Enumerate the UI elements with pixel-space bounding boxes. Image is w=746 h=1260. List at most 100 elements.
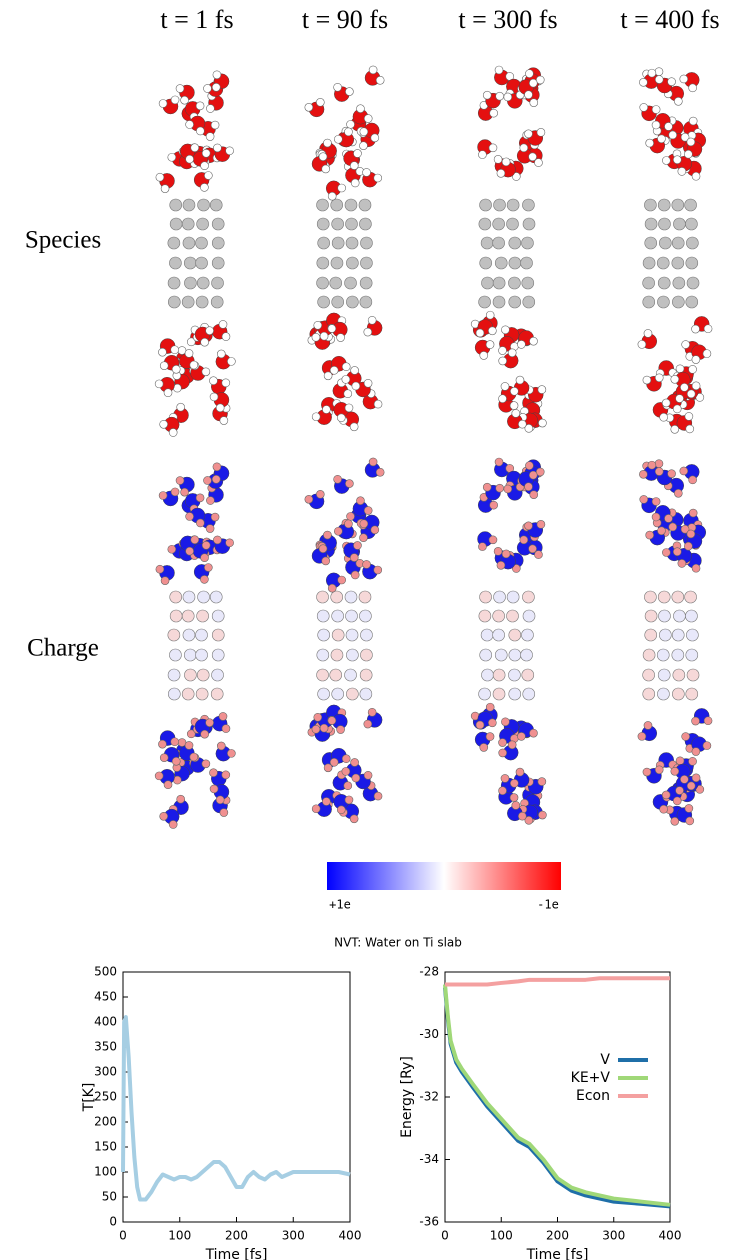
hydrogen: [534, 159, 542, 167]
hydrogen: [220, 417, 228, 425]
metal-atom: [686, 237, 698, 249]
hydrogen: [206, 105, 214, 113]
hydrogen: [537, 128, 545, 136]
y-tick-label: -30: [419, 1027, 439, 1041]
hydrogen: [662, 157, 670, 165]
hydrogen: [664, 514, 672, 522]
hydrogen: [692, 717, 700, 725]
metal-atom: [645, 629, 657, 641]
hydrogen: [201, 162, 209, 170]
metal-atom: [522, 199, 534, 211]
metal-atom: [658, 218, 670, 230]
hydrogen: [360, 520, 368, 528]
hydrogen: [364, 507, 372, 515]
hydrogen: [337, 806, 345, 814]
hydrogen: [674, 97, 682, 105]
hydrogen: [171, 346, 179, 354]
y-tick-label: 350: [94, 1040, 117, 1054]
hydrogen: [652, 497, 660, 505]
hydrogen: [356, 497, 364, 505]
metal-atom: [184, 649, 196, 661]
hydrogen: [345, 404, 353, 412]
metal-atom: [359, 591, 371, 603]
metal-atom: [685, 610, 697, 622]
hydrogen: [538, 386, 546, 394]
hydrogen: [342, 375, 350, 383]
hydrogen: [638, 732, 646, 740]
metal-atom: [685, 199, 697, 211]
hydrogen: [209, 377, 217, 385]
hydrogen: [673, 405, 681, 413]
hydrogen: [530, 99, 538, 107]
hydrogen: [344, 128, 352, 136]
hydrogen: [638, 340, 646, 348]
hydrogen: [316, 98, 324, 106]
hydrogen: [226, 539, 234, 547]
y-tick-label: 300: [94, 1065, 117, 1079]
hydrogen: [646, 139, 654, 147]
hydrogen: [517, 340, 525, 348]
hydrogen: [520, 144, 528, 152]
hydrogen: [529, 471, 537, 479]
legend-label: KE+V: [571, 1070, 611, 1086]
hydrogen: [497, 561, 505, 569]
metal-atom: [493, 610, 505, 622]
hydrogen: [353, 149, 361, 157]
metal-atom: [521, 649, 533, 661]
hydrogen: [168, 153, 176, 161]
hydrogen: [689, 509, 697, 517]
hydrogen: [490, 501, 498, 509]
hydrogen: [200, 183, 208, 191]
hydrogen: [494, 155, 502, 163]
metal-atom: [330, 277, 342, 289]
y-tick-label: 250: [94, 1090, 117, 1104]
hydrogen: [158, 740, 166, 748]
hydrogen: [322, 405, 330, 413]
hydrogen: [374, 400, 382, 408]
hydrogen: [488, 327, 496, 335]
hydrogen: [206, 133, 214, 141]
metal-atom: [523, 688, 535, 700]
hydrogen: [682, 341, 690, 349]
x-tick-label: 0: [441, 1229, 449, 1243]
hydrogen: [217, 350, 225, 358]
metal-atom: [196, 296, 208, 308]
y-axis-label: Energy [Ry]: [399, 1056, 415, 1138]
metal-atom: [643, 277, 655, 289]
hydrogen: [510, 402, 518, 410]
hydrogen: [364, 379, 372, 387]
hydrogen: [364, 720, 372, 728]
x-axis-label: Time [fs]: [205, 1247, 268, 1260]
hydrogen: [186, 513, 194, 521]
hydrogen: [510, 779, 518, 787]
hydrogen: [673, 156, 681, 164]
metal-atom: [196, 237, 208, 249]
metal-atom: [645, 610, 657, 622]
metal-atom: [317, 669, 329, 681]
metal-atom: [183, 237, 195, 249]
metal-atom: [673, 277, 685, 289]
metal-atom: [509, 629, 521, 641]
hydrogen: [190, 361, 198, 369]
hydrogen: [191, 144, 199, 152]
hydrogen: [160, 420, 168, 428]
hydrogen: [351, 571, 359, 579]
hydrogen: [222, 771, 230, 779]
hydrogen: [169, 428, 177, 436]
metal-atom: [359, 610, 371, 622]
metal-atom: [672, 649, 684, 661]
metal-atom: [332, 218, 344, 230]
hydrogen: [676, 757, 684, 765]
column-header: t = 300 fs: [458, 5, 557, 34]
hydrogen: [345, 88, 353, 96]
y-tick-label: 200: [94, 1115, 117, 1129]
hydrogen: [342, 767, 350, 775]
hydrogen: [216, 796, 224, 804]
row-label: Species: [25, 227, 101, 254]
metal-atom: [345, 669, 357, 681]
hydrogen: [368, 316, 376, 324]
metal-atom: [359, 199, 371, 211]
metal-atom: [198, 199, 210, 211]
metal-atom: [212, 669, 224, 681]
hydrogen: [525, 462, 533, 470]
